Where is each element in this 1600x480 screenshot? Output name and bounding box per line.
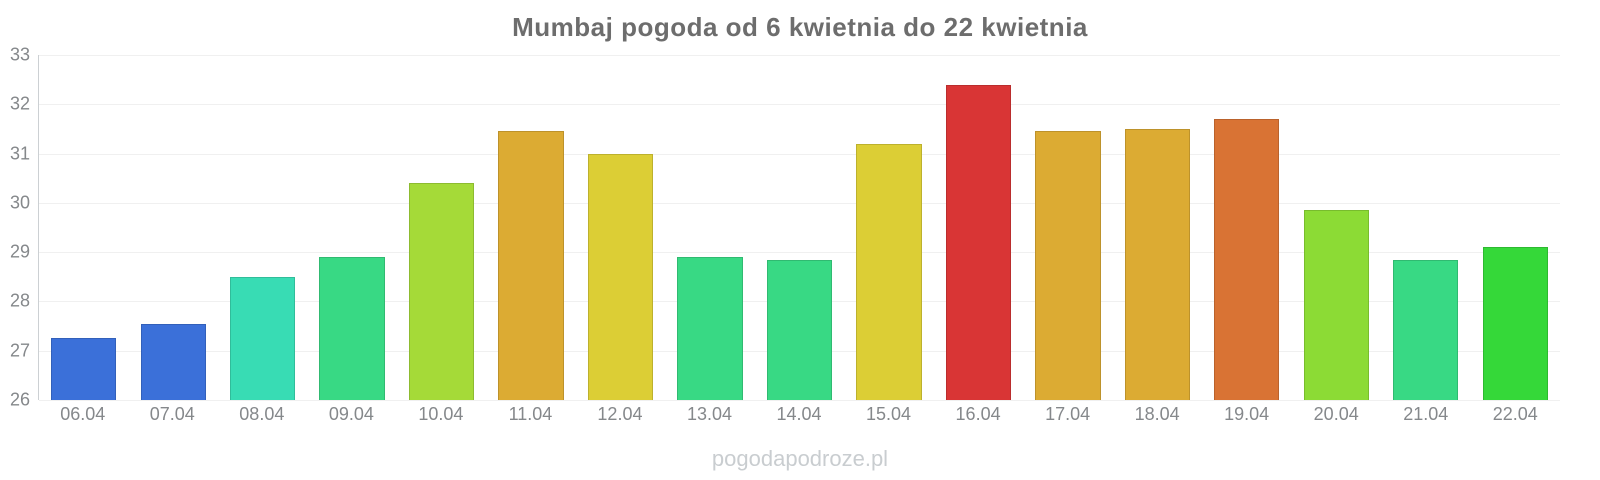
bar-18.04 [1124, 128, 1190, 400]
gridline-31 [39, 153, 1560, 155]
bar-slot-11.04 [486, 55, 575, 400]
bar-slot-07.04 [128, 55, 217, 400]
bar-slot-16.04 [934, 55, 1023, 400]
gridline-32 [39, 104, 1560, 106]
bar-13.04 [677, 257, 743, 400]
bar-slot-06.04 [39, 55, 128, 400]
y-tick-label-32: 32 [9, 93, 30, 114]
y-tick-label-26: 26 [9, 389, 30, 410]
bar-slot-09.04 [307, 55, 396, 400]
bar-07.04 [140, 323, 206, 400]
watermark: pogodapodroze.pl [711, 446, 889, 471]
bar-slot-12.04 [576, 55, 665, 400]
x-tick-label-06.04: 06.04 [60, 404, 106, 424]
bar-10.04 [408, 183, 475, 400]
bar-22.04 [1482, 247, 1548, 400]
bar-17.04 [1035, 131, 1101, 400]
bar-12.04 [587, 153, 654, 400]
x-axis: 06.04 07.04 08.04 09.04 10.04 11.04 12.04 13.04… [38, 404, 1560, 425]
gridline-30 [39, 202, 1560, 204]
x-tick-label-19.04: 19.04 [1224, 404, 1270, 424]
bar-slot-22.04 [1471, 55, 1560, 400]
bar-20.04 [1303, 210, 1369, 400]
plot-area [38, 55, 1560, 401]
bar-slot-08.04 [218, 55, 307, 400]
bar-slot-20.04 [1292, 55, 1381, 400]
x-tick-label-17.04: 17.04 [1045, 404, 1091, 424]
x-tick-label-15.04: 15.04 [866, 404, 912, 424]
bar-slot-18.04 [1113, 55, 1202, 400]
bar-15.04 [856, 143, 922, 400]
y-tick-label-33: 33 [9, 44, 30, 65]
x-tick-label-13.04: 13.04 [686, 404, 732, 424]
x-tick-label-16.04: 16.04 [955, 404, 1001, 424]
bar-slot-21.04 [1381, 55, 1470, 400]
bar-09.04 [319, 257, 385, 400]
bar-slot-17.04 [1023, 55, 1112, 400]
bar-14.04 [766, 259, 833, 400]
gridline-26 [39, 400, 1560, 401]
y-tick-label-31: 31 [9, 143, 30, 164]
bar-slot-15.04 [844, 55, 933, 400]
x-tick-label-09.04: 09.04 [328, 404, 374, 424]
x-tick-label-07.04: 07.04 [149, 404, 195, 424]
y-tick-label-28: 28 [9, 290, 30, 311]
y-tick-label-30: 30 [9, 192, 30, 213]
x-tick-label-21.04: 21.04 [1403, 404, 1449, 424]
bar-08.04 [230, 276, 296, 400]
x-tick-label-14.04: 14.04 [776, 404, 822, 424]
x-tick-label-11.04: 11.04 [508, 404, 553, 424]
chart-title: Mumbaj pogoda od 6 kwietnia do 22 kwietn… [512, 12, 1088, 42]
x-tick-label-10.04: 10.04 [418, 404, 464, 424]
bar-16.04 [945, 84, 1012, 400]
x-tick-label-12.04: 12.04 [597, 404, 643, 424]
bar-slot-19.04 [1202, 55, 1291, 400]
x-tick-label-22.04: 22.04 [1492, 404, 1538, 424]
y-tick-label-29: 29 [9, 241, 30, 262]
x-tick-label-18.04: 18.04 [1134, 404, 1180, 424]
bar-19.04 [1214, 119, 1280, 400]
y-axis: 26 27 28 29 30 31 32 33 [0, 45, 34, 410]
bar-11.04 [498, 131, 564, 400]
y-tick-label-27: 27 [9, 340, 30, 361]
gridline-33 [39, 55, 1560, 56]
x-tick-label-20.04: 20.04 [1313, 404, 1359, 424]
bar-slot-14.04 [755, 55, 844, 400]
bar-slot-13.04 [665, 55, 754, 400]
bar-slot-10.04 [397, 55, 486, 400]
x-tick-label-08.04: 08.04 [239, 404, 285, 424]
gridline-29 [39, 252, 1560, 254]
bar-21.04 [1393, 259, 1459, 400]
bars-row [39, 55, 1560, 400]
bar-06.04 [51, 338, 117, 400]
